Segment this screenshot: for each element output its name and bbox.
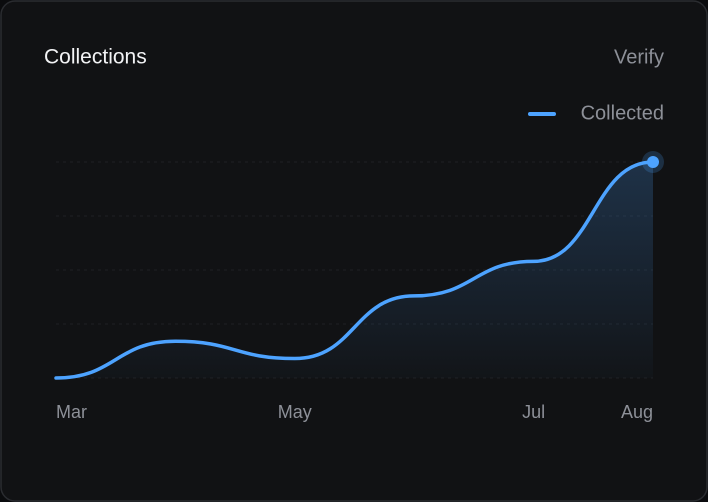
x-tick-label: Jul bbox=[522, 402, 545, 422]
x-tick-label: Mar bbox=[56, 402, 87, 422]
card-title: Collections bbox=[44, 46, 147, 69]
legend-label: Collected bbox=[581, 102, 664, 124]
end-point bbox=[647, 156, 659, 168]
line bbox=[54, 160, 655, 380]
x-tick-label: May bbox=[278, 402, 312, 422]
verify-link[interactable]: Verify bbox=[614, 46, 664, 68]
x-tick-label: Aug bbox=[621, 402, 653, 422]
area-fill bbox=[56, 162, 653, 378]
